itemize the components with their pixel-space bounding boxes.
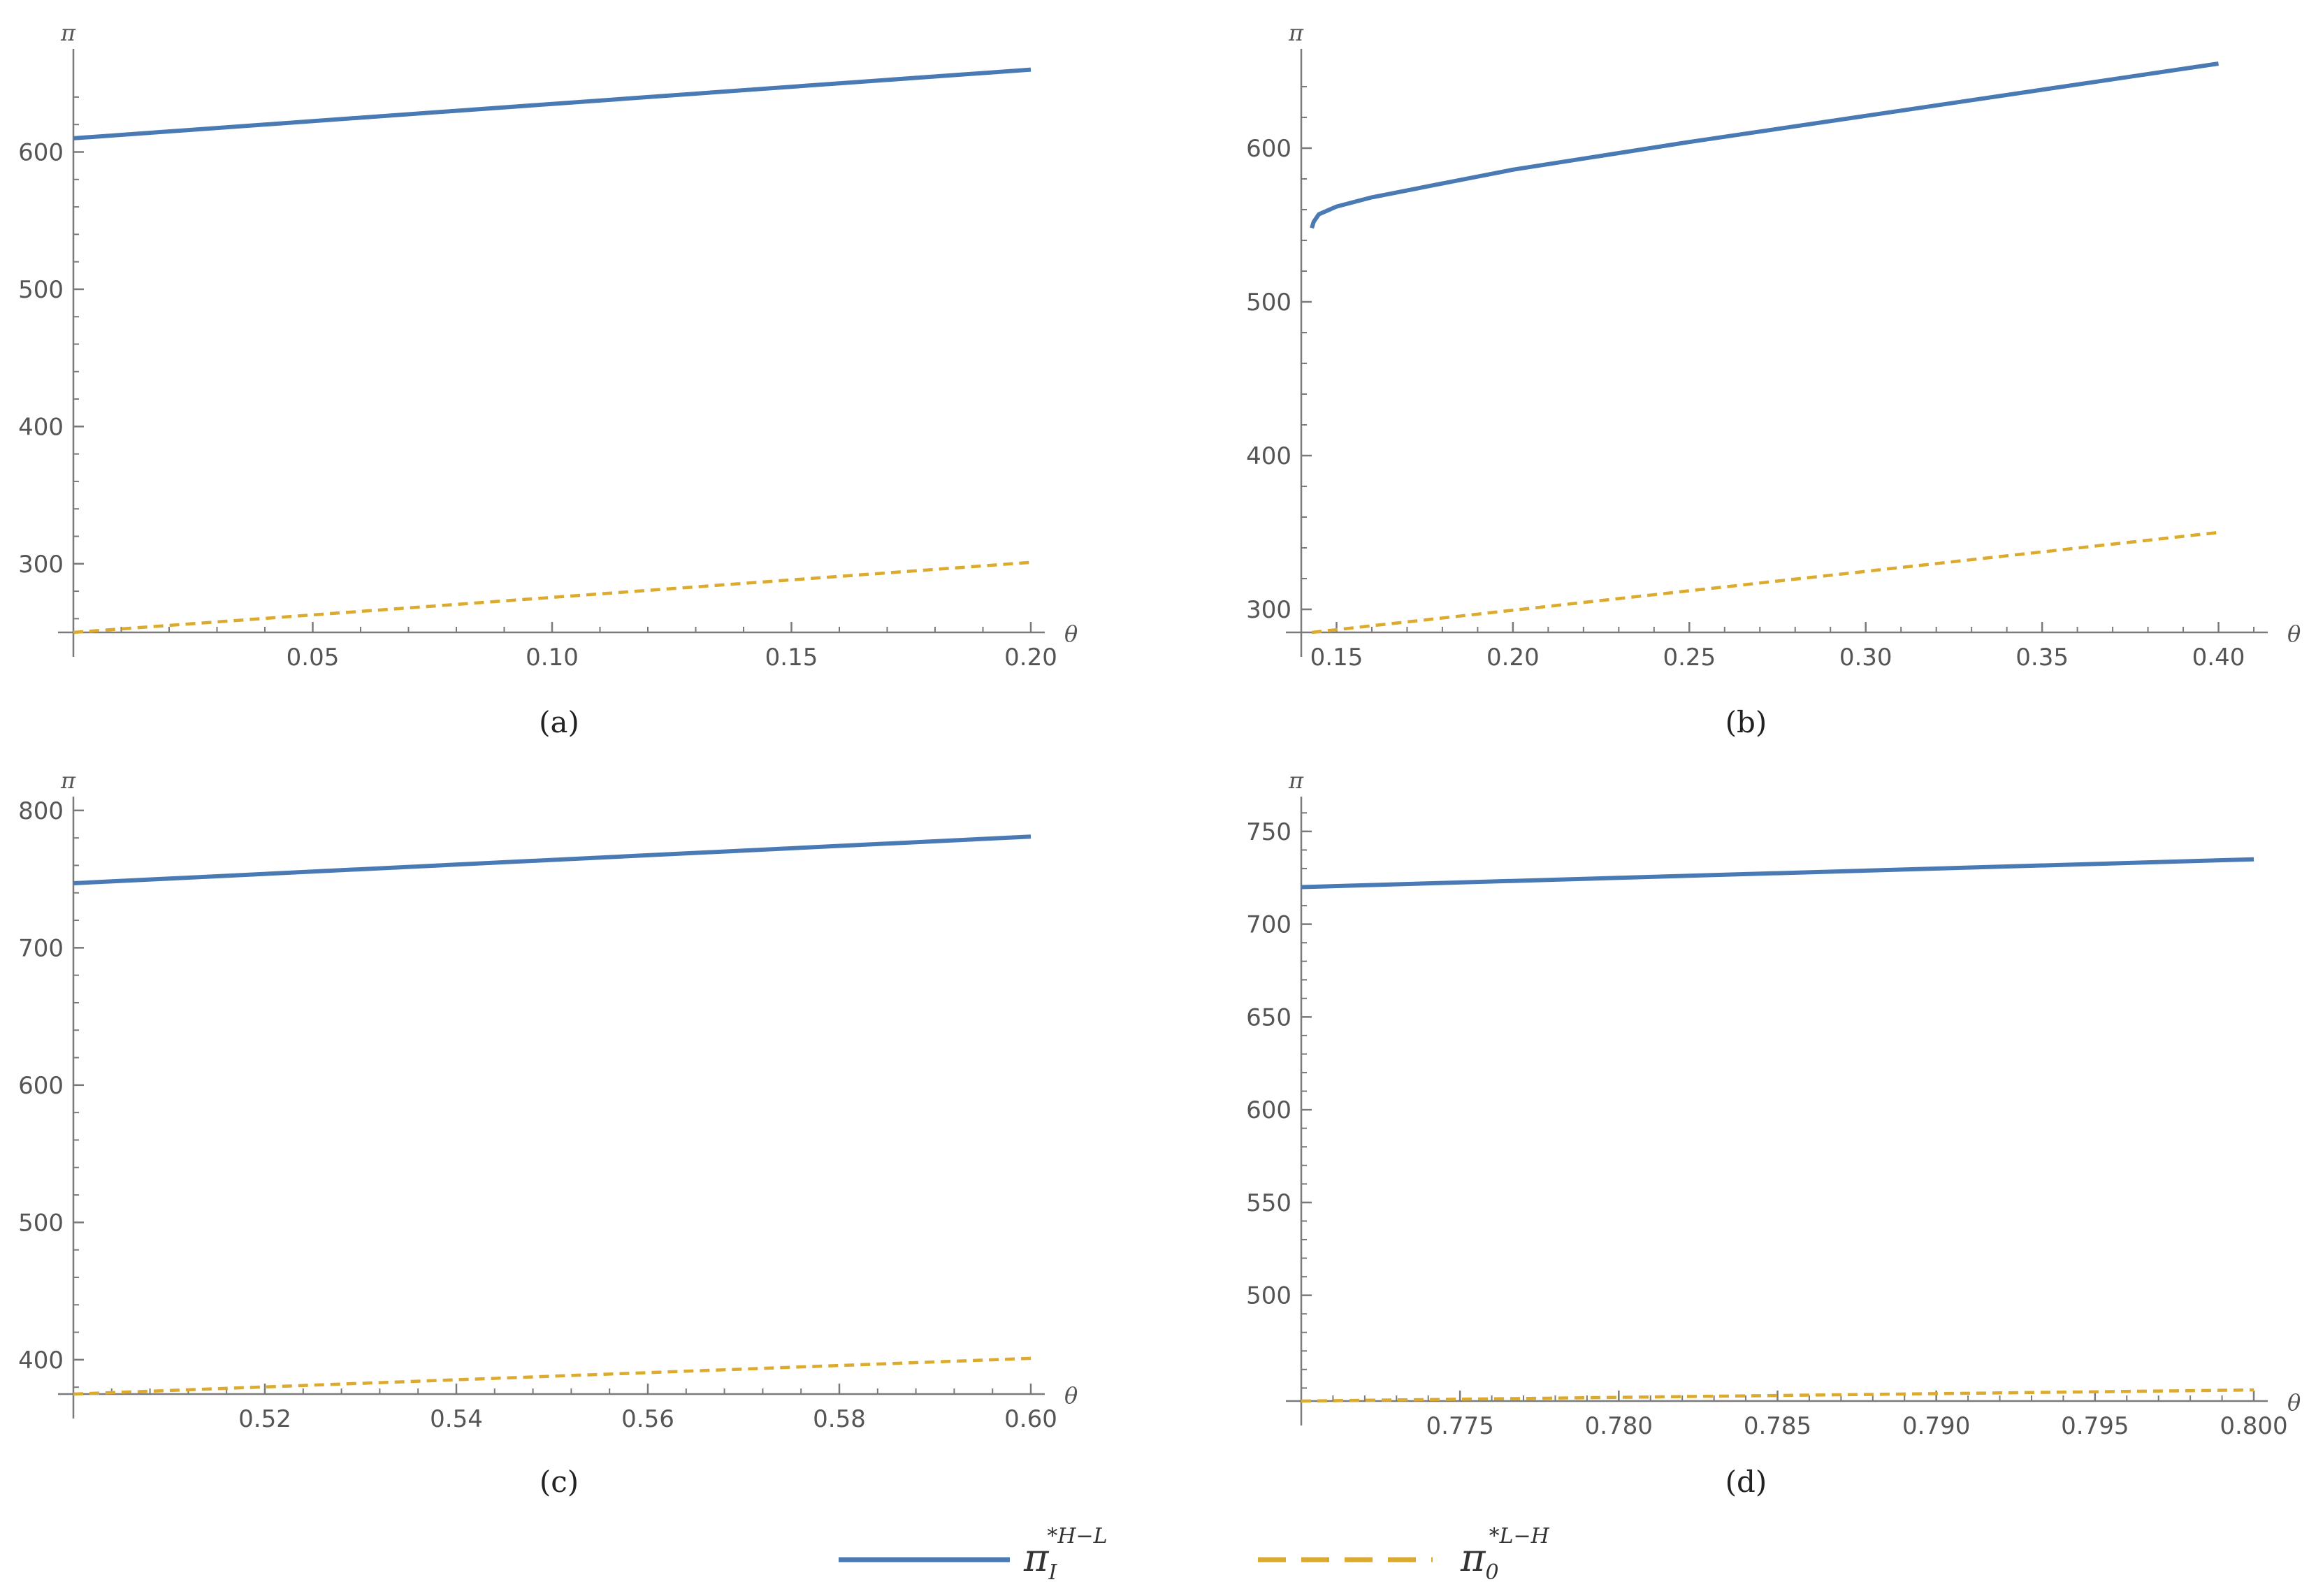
legend-label-1-sub: I bbox=[1048, 1560, 1058, 1585]
panel-caption: (a) bbox=[539, 705, 579, 739]
chart-panel-b: 0.15 0.20 0.25 0.30 0.35 0.40 300 400 500 600 θ π (b… bbox=[1246, 20, 2301, 739]
y-tick-label: 750 bbox=[1246, 818, 1291, 846]
series-piI-solid-line bbox=[1310, 61, 2219, 229]
y-tick-label: 650 bbox=[1246, 1003, 1291, 1031]
x-tick-label: 0.10 bbox=[526, 644, 579, 672]
legend-label-1-sup: *H−L bbox=[1047, 1524, 1107, 1548]
x-tick-label: 0.40 bbox=[2192, 644, 2245, 672]
y-tick-label: 300 bbox=[18, 551, 64, 579]
legend-label-2: π0 *L−H bbox=[1460, 1524, 1550, 1585]
y-tick-label: 600 bbox=[1246, 1096, 1291, 1124]
y-tick-label: 600 bbox=[18, 139, 64, 167]
panel-caption: (c) bbox=[540, 1465, 579, 1499]
x-tick-label: 0.795 bbox=[2061, 1412, 2129, 1440]
legend-label-2-base: π bbox=[1460, 1536, 1486, 1580]
y-tick-label: 500 bbox=[1246, 289, 1291, 317]
x-tick-label: 0.54 bbox=[430, 1405, 483, 1433]
y-tick-label: 400 bbox=[18, 413, 64, 441]
series-pi0-dashed-line bbox=[1301, 1388, 2254, 1403]
x-tick-label: 0.800 bbox=[2220, 1412, 2287, 1440]
y-tick-label: 600 bbox=[18, 1072, 64, 1100]
y-axis-title: π bbox=[60, 20, 76, 46]
series-piI-solid-line bbox=[73, 67, 1032, 140]
panel-caption: (d) bbox=[1725, 1465, 1767, 1499]
x-tick-label: 0.785 bbox=[1744, 1412, 1811, 1440]
x-tick-label: 0.25 bbox=[1663, 644, 1716, 672]
x-tick-label: 0.58 bbox=[813, 1405, 866, 1433]
x-tick-label: 0.56 bbox=[621, 1405, 674, 1433]
y-tick-label: 500 bbox=[18, 276, 64, 304]
y-tick-label: 400 bbox=[18, 1347, 64, 1374]
x-tick-label: 0.780 bbox=[1585, 1412, 1653, 1440]
x-axis-title: θ bbox=[2287, 621, 2301, 647]
x-tick-label: 0.775 bbox=[1426, 1412, 1493, 1440]
series-pi0-dashed-line bbox=[73, 1356, 1032, 1396]
x-tick-label: 0.35 bbox=[2015, 644, 2069, 672]
x-axis-title: θ bbox=[1064, 621, 1078, 647]
x-tick-label: 0.15 bbox=[1310, 644, 1363, 672]
x-axis-title: θ bbox=[2287, 1389, 2301, 1416]
legend-label-2-sub: 0 bbox=[1486, 1560, 1499, 1585]
y-tick-label: 700 bbox=[18, 934, 64, 962]
series-piI-solid-line bbox=[73, 834, 1032, 885]
y-tick-label: 500 bbox=[1246, 1282, 1291, 1310]
x-tick-label: 0.20 bbox=[1486, 644, 1540, 672]
series-pi0-dashed-line bbox=[73, 560, 1032, 634]
x-tick-label: 0.30 bbox=[1839, 644, 1892, 672]
x-axis-title: θ bbox=[1064, 1382, 1078, 1409]
x-tick-label: 0.52 bbox=[238, 1405, 291, 1433]
y-axis-title: π bbox=[1288, 767, 1304, 794]
y-tick-label: 550 bbox=[1246, 1189, 1291, 1217]
chart-panels: 0.05 0.10 0.15 0.20 300 400 500 600 θ π (a) 0.15 0.2… bbox=[18, 20, 2301, 1499]
panel-caption: (b) bbox=[1725, 705, 1767, 739]
series-piI-solid-line bbox=[1301, 857, 2254, 890]
y-axis-title: π bbox=[60, 767, 76, 794]
y-tick-label: 600 bbox=[1246, 135, 1291, 163]
x-tick-label: 0.20 bbox=[1004, 644, 1057, 672]
chart-panel-d: 0.775 0.780 0.785 0.790 0.795 0.800 500 550 600 6… bbox=[1246, 767, 2301, 1499]
y-tick-label: 500 bbox=[18, 1209, 64, 1237]
x-tick-label: 0.790 bbox=[1902, 1412, 1970, 1440]
y-tick-label: 400 bbox=[1246, 442, 1291, 470]
x-tick-label: 0.15 bbox=[765, 644, 818, 672]
legend-label-1-base: π bbox=[1023, 1536, 1050, 1580]
x-tick-label: 0.60 bbox=[1004, 1405, 1057, 1433]
chart-panel-c: 0.52 0.54 0.56 0.58 0.60 400 500 600 700 800 θ π (c) bbox=[18, 767, 1078, 1499]
y-tick-label: 700 bbox=[1246, 911, 1291, 939]
y-tick-label: 300 bbox=[1246, 596, 1291, 624]
x-tick-label: 0.05 bbox=[287, 644, 340, 672]
y-axis-title: π bbox=[1288, 20, 1304, 46]
chart-panel-a: 0.05 0.10 0.15 0.20 300 400 500 600 θ π (a) bbox=[18, 20, 1078, 739]
series-pi0-dashed-line bbox=[1311, 530, 2219, 634]
legend: πI*H−L π0*L−H bbox=[839, 1524, 1550, 1585]
legend-label-2-sup: *L−H bbox=[1489, 1524, 1550, 1548]
legend-label-1: πI *H−L bbox=[1023, 1524, 1108, 1585]
y-tick-label: 800 bbox=[18, 797, 64, 825]
